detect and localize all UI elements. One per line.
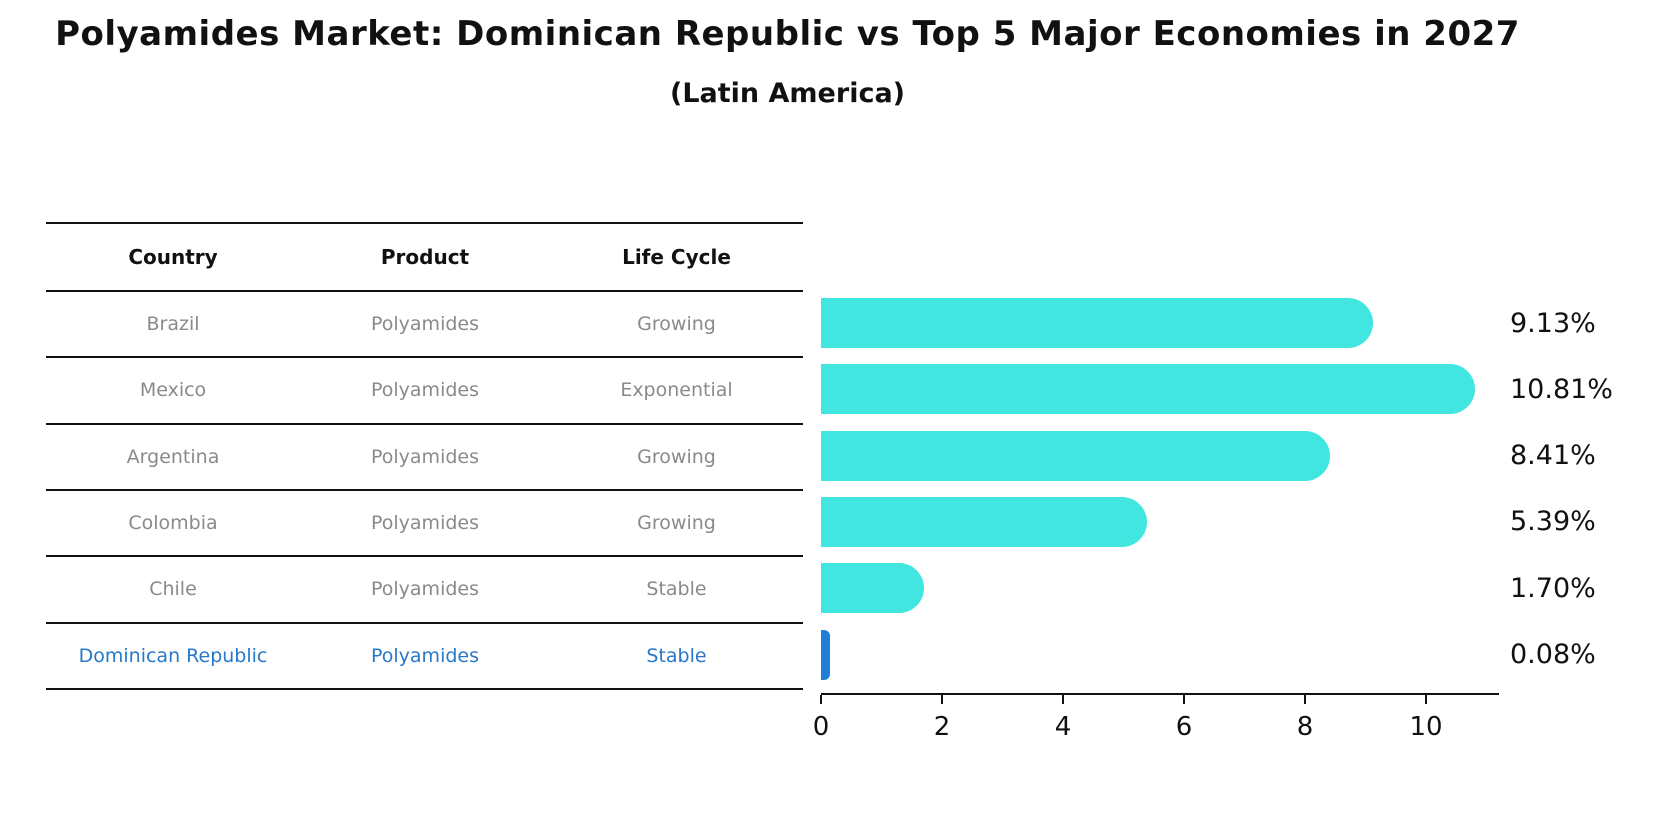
x-tick-label: 8 — [1296, 712, 1314, 742]
cell-country: Colombia — [128, 512, 218, 535]
cell-life-cycle: Stable — [646, 578, 707, 601]
summary-table: Country Product Life Cycle Brazil Polyami… — [46, 222, 803, 690]
x-tick-label: 2 — [933, 712, 951, 742]
x-tick-label: 0 — [812, 712, 830, 742]
table-row: Dominican Republic Polyamides Stable — [46, 621, 803, 688]
x-tick-mark — [820, 695, 822, 704]
x-tick-mark — [1304, 695, 1306, 704]
chart-title: Polyamides Market: Dominican Republic vs… — [55, 14, 1520, 54]
bar-chile — [821, 563, 924, 614]
value-label: 0.08% — [1510, 639, 1596, 671]
header-country: Country — [128, 245, 218, 269]
x-tick-mark — [1062, 695, 1064, 704]
cell-product: Polyamides — [370, 313, 479, 336]
cell-product: Polyamides — [370, 512, 479, 535]
cell-product: Polyamides — [370, 445, 479, 468]
x-tick-label: 6 — [1175, 712, 1193, 742]
value-label: 1.70% — [1510, 572, 1596, 604]
cell-life-cycle: Stable — [646, 644, 707, 667]
cell-life-cycle: Growing — [637, 445, 716, 468]
bar-mexico — [821, 364, 1475, 415]
value-label: 9.13% — [1510, 307, 1596, 339]
table-row: Argentina Polyamides Growing — [46, 422, 803, 489]
x-tick-mark — [1183, 695, 1185, 704]
value-label: 8.41% — [1510, 440, 1596, 472]
x-tick-label: 4 — [1054, 712, 1072, 742]
table-row: Brazil Polyamides Growing — [46, 290, 803, 356]
bar-dominican-republic — [821, 629, 830, 680]
cell-country: Argentina — [126, 445, 220, 468]
cell-product: Polyamides — [370, 644, 479, 667]
bar-brazil — [821, 298, 1374, 348]
table-row: Chile Polyamides Stable — [46, 555, 803, 621]
cell-life-cycle: Growing — [637, 512, 716, 535]
cell-country: Mexico — [139, 379, 207, 402]
cell-life-cycle: Exponential — [620, 379, 733, 402]
bar-argentina — [821, 430, 1330, 481]
table-row: Colombia Polyamides Growing — [46, 488, 803, 555]
cell-life-cycle: Growing — [637, 313, 716, 336]
value-label: 5.39% — [1510, 506, 1596, 538]
value-label: 10.81% — [1510, 373, 1613, 405]
cell-product: Polyamides — [370, 379, 479, 402]
table-row: Mexico Polyamides Exponential — [46, 356, 803, 422]
x-tick-mark — [1425, 695, 1427, 704]
cell-country: Dominican Republic — [78, 644, 268, 667]
bar-colombia — [821, 496, 1148, 547]
chart-subtitle: (Latin America) — [669, 78, 906, 109]
x-tick-label: 10 — [1409, 712, 1443, 742]
header-product: Product — [380, 245, 470, 269]
table-header-row: Country Product Life Cycle — [46, 222, 803, 290]
cell-country: Brazil — [146, 313, 200, 336]
header-life-cycle: Life Cycle — [622, 245, 731, 269]
x-tick-mark — [941, 695, 943, 704]
x-axis-line — [821, 693, 1499, 695]
cell-product: Polyamides — [370, 578, 479, 601]
cell-country: Chile — [149, 578, 197, 601]
